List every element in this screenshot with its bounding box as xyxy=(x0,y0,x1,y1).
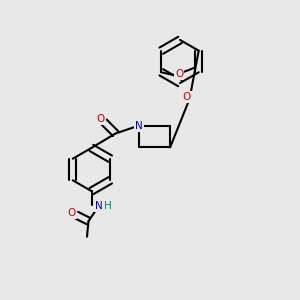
Text: O: O xyxy=(96,114,105,124)
Text: N: N xyxy=(95,201,103,211)
Text: O: O xyxy=(182,92,190,102)
Text: O: O xyxy=(68,208,76,218)
Text: H: H xyxy=(104,201,112,211)
Text: N: N xyxy=(135,121,143,130)
Text: O: O xyxy=(175,69,183,79)
